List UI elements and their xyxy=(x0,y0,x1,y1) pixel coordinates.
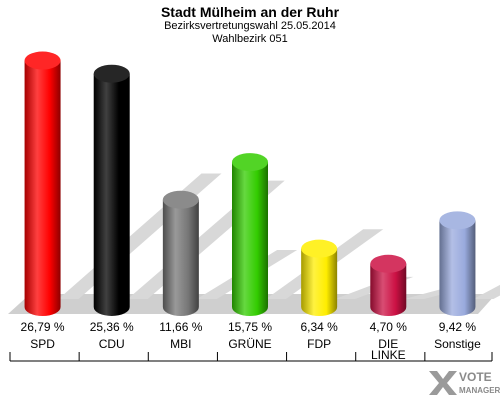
chart-header: Stadt Mülheim an der Ruhr Bezirksvertret… xyxy=(0,4,500,46)
value-label: 11,66 % xyxy=(159,320,202,334)
category-axis xyxy=(9,352,493,362)
bar-mbi xyxy=(162,190,199,316)
chart-subtitle: Bezirksvertretungswahl 25.05.2014 xyxy=(164,20,336,32)
watermark-line2: MANAGER xyxy=(459,386,500,395)
bar-grüne xyxy=(232,153,268,316)
value-label: 6,34 % xyxy=(300,320,338,334)
bar-body xyxy=(93,73,130,316)
category-label: CDU xyxy=(99,337,125,351)
bar-body xyxy=(301,248,338,316)
bar-body xyxy=(24,60,61,317)
category-label: LINKE xyxy=(371,348,406,362)
bar-top xyxy=(370,254,407,273)
bar-spd xyxy=(24,51,61,317)
category-label: GRÜNE xyxy=(228,337,271,351)
value-label: 15,75 % xyxy=(228,320,272,334)
chart-title: Stadt Mülheim an der Ruhr xyxy=(160,4,340,20)
vote-manager-logo: VOTE MANAGER xyxy=(429,370,500,395)
bar-top xyxy=(439,211,476,230)
bar-die-linke xyxy=(370,254,407,316)
value-label: 4,70 % xyxy=(370,320,408,334)
bars xyxy=(24,51,476,317)
bar-body xyxy=(232,162,268,316)
bar-top xyxy=(24,51,61,70)
bar-top xyxy=(301,239,338,258)
value-label: 9,42 % xyxy=(439,320,477,334)
category-label: MBI xyxy=(170,337,191,351)
vote-manager-icon xyxy=(429,371,457,395)
bar-shadow xyxy=(473,284,500,299)
category-label: SPD xyxy=(30,337,55,351)
category-label: Sonstige xyxy=(434,337,481,351)
bar-sonstige xyxy=(439,211,476,316)
bar-body xyxy=(370,263,407,316)
value-label: 25,36 % xyxy=(90,320,134,334)
bar-fdp xyxy=(301,239,338,316)
watermark-line1: VOTE xyxy=(459,370,492,384)
labels: 26,79 % SPD 25,36 % CDU 11,66 % MBI 15,75 % GRÜ… xyxy=(21,320,482,362)
bar-top xyxy=(93,64,130,83)
bar-top xyxy=(232,153,268,172)
bar-cdu xyxy=(93,64,130,316)
bar-top xyxy=(162,190,199,209)
bar-body xyxy=(162,199,199,316)
category-label: FDP xyxy=(307,337,331,351)
category-label: DIE xyxy=(378,337,398,351)
bar-body xyxy=(439,220,476,316)
chart-subtitle-district: Wahlbezirk 051 xyxy=(212,33,288,45)
value-label: 26,79 % xyxy=(21,320,65,334)
